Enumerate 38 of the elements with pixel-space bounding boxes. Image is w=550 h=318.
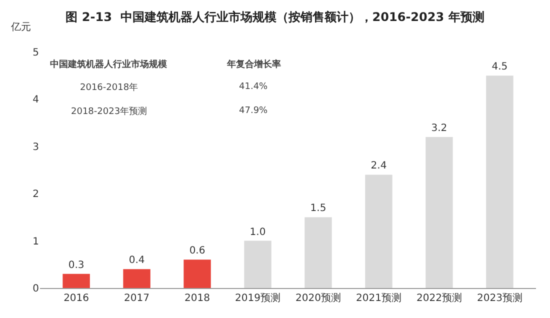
x-tick-label: 2020预测 (296, 292, 341, 304)
y-tick-label: 4 (32, 94, 39, 106)
x-tick-label: 2022预测 (416, 292, 462, 304)
y-tick-label: 3 (32, 142, 39, 153)
y-axis-title: 亿元 (10, 22, 31, 33)
chart-title: 图 2-13 中国建筑机器人行业市场规模（按销售额计），2016-2023 年预测 (66, 10, 484, 24)
annotation: 中国建筑机器人行业市场规模 (50, 59, 168, 70)
data-label: 2.4 (370, 160, 387, 172)
y-tick-label: 5 (32, 48, 39, 58)
bar (304, 217, 332, 288)
data-label: 4.5 (492, 62, 508, 73)
annotation: 41.4% (239, 82, 268, 92)
data-label: 1.0 (250, 226, 266, 238)
x-tick-label: 2016 (64, 293, 90, 304)
bar (123, 269, 150, 288)
annotation: 2016-2018年 (80, 82, 138, 93)
x-tick-label: 2018 (184, 293, 210, 304)
annotation: 2018-2023年预测 (71, 106, 148, 117)
data-label: 0.6 (189, 246, 206, 257)
y-tick-label: 0 (32, 284, 39, 294)
data-label: 3.2 (431, 122, 448, 134)
bar (365, 174, 392, 288)
y-tick-label: 2 (32, 189, 39, 200)
annotation: 47.9% (239, 106, 268, 116)
x-tick-label: 2023预测 (476, 292, 522, 304)
bar (486, 76, 514, 288)
x-tick-label: 2017 (124, 293, 150, 304)
bar (184, 260, 211, 288)
bar (62, 274, 90, 288)
y-tick-label: 1 (32, 236, 39, 248)
bar (244, 240, 272, 288)
annotation: 年复合增长率 (226, 59, 281, 70)
data-label: 0.4 (128, 255, 145, 266)
x-tick-label: 2019预测 (235, 292, 280, 304)
data-label: 0.3 (68, 260, 84, 271)
bar (426, 136, 453, 288)
x-tick-label: 2021预测 (356, 292, 402, 304)
data-label: 1.5 (310, 203, 326, 214)
